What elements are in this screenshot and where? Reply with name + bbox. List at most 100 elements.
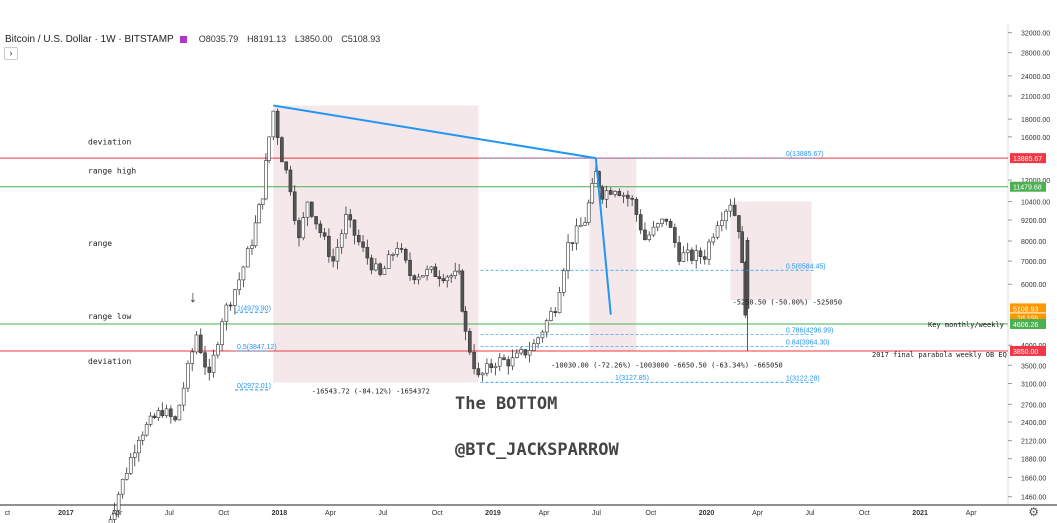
candle-body (386, 254, 391, 269)
y-tick-label: 3500.00 (1021, 363, 1046, 370)
y-tick-label: 4606.26 (1013, 322, 1038, 329)
candle-body (485, 363, 489, 374)
candle-body (536, 337, 540, 344)
candle-body (369, 257, 374, 271)
y-tick-label: 1880.00 (1021, 457, 1046, 464)
candle-body (412, 275, 417, 281)
candle-body (480, 372, 485, 376)
candle-body (651, 226, 656, 236)
candle-body (425, 269, 429, 276)
trend-line-1 (594, 158, 612, 315)
settings-gear-icon[interactable]: ⚙ (1028, 505, 1039, 519)
zone-label-2: range (88, 239, 112, 248)
expand-legend-button[interactable]: › (4, 47, 18, 60)
candle-body (690, 249, 694, 261)
y-tick-label: 6000.00 (1021, 282, 1046, 289)
y-tick-label: 5108.93 (1013, 306, 1038, 313)
fib-right-label-3: 0.84(3964.30) (786, 340, 830, 347)
candle-body (570, 242, 575, 244)
candle-body (148, 415, 153, 425)
candle-body (224, 304, 229, 322)
candle-body (292, 191, 297, 221)
candle-body (707, 241, 711, 260)
candle-body (186, 363, 190, 389)
zone-label-4: deviation (88, 357, 132, 366)
candle-body (271, 110, 276, 138)
candle-body (322, 232, 327, 237)
candle-body (532, 343, 536, 351)
candle-body (116, 493, 121, 511)
candle-body (156, 410, 161, 418)
x-tick-label: Jul (592, 510, 601, 517)
candle-body (297, 220, 301, 239)
candle-body (724, 210, 728, 222)
y-tick-label: 12000.00 (1021, 178, 1050, 185)
x-tick-label: Oct (218, 510, 229, 517)
candle-body (608, 190, 613, 195)
candle-body (681, 252, 686, 262)
y-tick-label: 7000.00 (1021, 259, 1046, 266)
countdown-tag (1010, 313, 1046, 323)
candle-body (677, 242, 681, 262)
candle-body (403, 249, 408, 261)
candle-body (497, 357, 502, 367)
candle-body (374, 263, 378, 271)
y-tick-label: 8000.00 (1021, 239, 1046, 246)
candle-body (566, 242, 570, 272)
ohlc-close: C5108.93 (341, 34, 381, 44)
candle-body (441, 278, 446, 282)
candle-body (720, 220, 724, 226)
x-tick-label: Jul (806, 510, 815, 517)
candle-body (421, 275, 425, 278)
candle-body (177, 404, 182, 421)
symbol-title[interactable]: Bitcoin / U.S. Dollar · 1W · BITSTAMP (5, 34, 174, 45)
y-tick-label: 16000.00 (1021, 135, 1050, 142)
candle-body (335, 247, 340, 262)
candle-body (737, 215, 741, 233)
candle-body (502, 357, 506, 360)
candle-body (740, 231, 744, 263)
candle-body (557, 292, 562, 313)
y-tick-label: 1460.00 (1021, 495, 1046, 502)
candle-body (260, 198, 265, 205)
y-tick-label: 2120.00 (1021, 439, 1046, 446)
x-tick-label: Apr (752, 510, 764, 517)
candle-body (314, 216, 318, 225)
candle-body (449, 275, 454, 278)
candle-body (561, 270, 566, 293)
candle-body (694, 250, 699, 261)
candle-body (331, 256, 335, 262)
fib-left-label-1: 0.5(3847.12) (237, 344, 277, 351)
candle-body (250, 245, 254, 249)
candle-body (164, 408, 169, 417)
candle-body (626, 194, 630, 199)
candle-body (634, 198, 639, 215)
y-tick-label: 24000.00 (1021, 74, 1050, 81)
box-measure-label-2: -5250.50 (-50.00%) -525050 (733, 298, 843, 306)
candle-body (284, 161, 288, 171)
candle-body (245, 248, 250, 268)
candle-body (203, 352, 207, 368)
candle-body (241, 266, 246, 281)
y-tick-label: 32000.00 (1021, 31, 1050, 38)
candle-body (728, 204, 733, 212)
ohlc-high: H8191.13 (247, 34, 287, 44)
fib-right-label-1: 0.5(6584.45) (786, 263, 826, 270)
candle-body (457, 270, 461, 273)
y-tick-label: 3850.00 (1013, 349, 1038, 356)
x-tick-label: Oct (432, 510, 443, 517)
candle-body (288, 169, 293, 193)
x-tick-label: Jul (378, 510, 387, 517)
fib-right-label-0: 0(13885.67) (786, 151, 824, 158)
candle-body (549, 311, 553, 321)
candle-body (702, 256, 707, 260)
candle-body (395, 248, 400, 255)
x-tick-label: ct (5, 510, 11, 517)
fib-right-label-2: 0.786(4296.99) (786, 327, 833, 334)
candle-body (437, 276, 442, 279)
candle-body (527, 350, 532, 356)
measure-box-0 (273, 105, 479, 383)
candle-body (356, 235, 361, 243)
symbol-marker-icon (179, 35, 187, 43)
